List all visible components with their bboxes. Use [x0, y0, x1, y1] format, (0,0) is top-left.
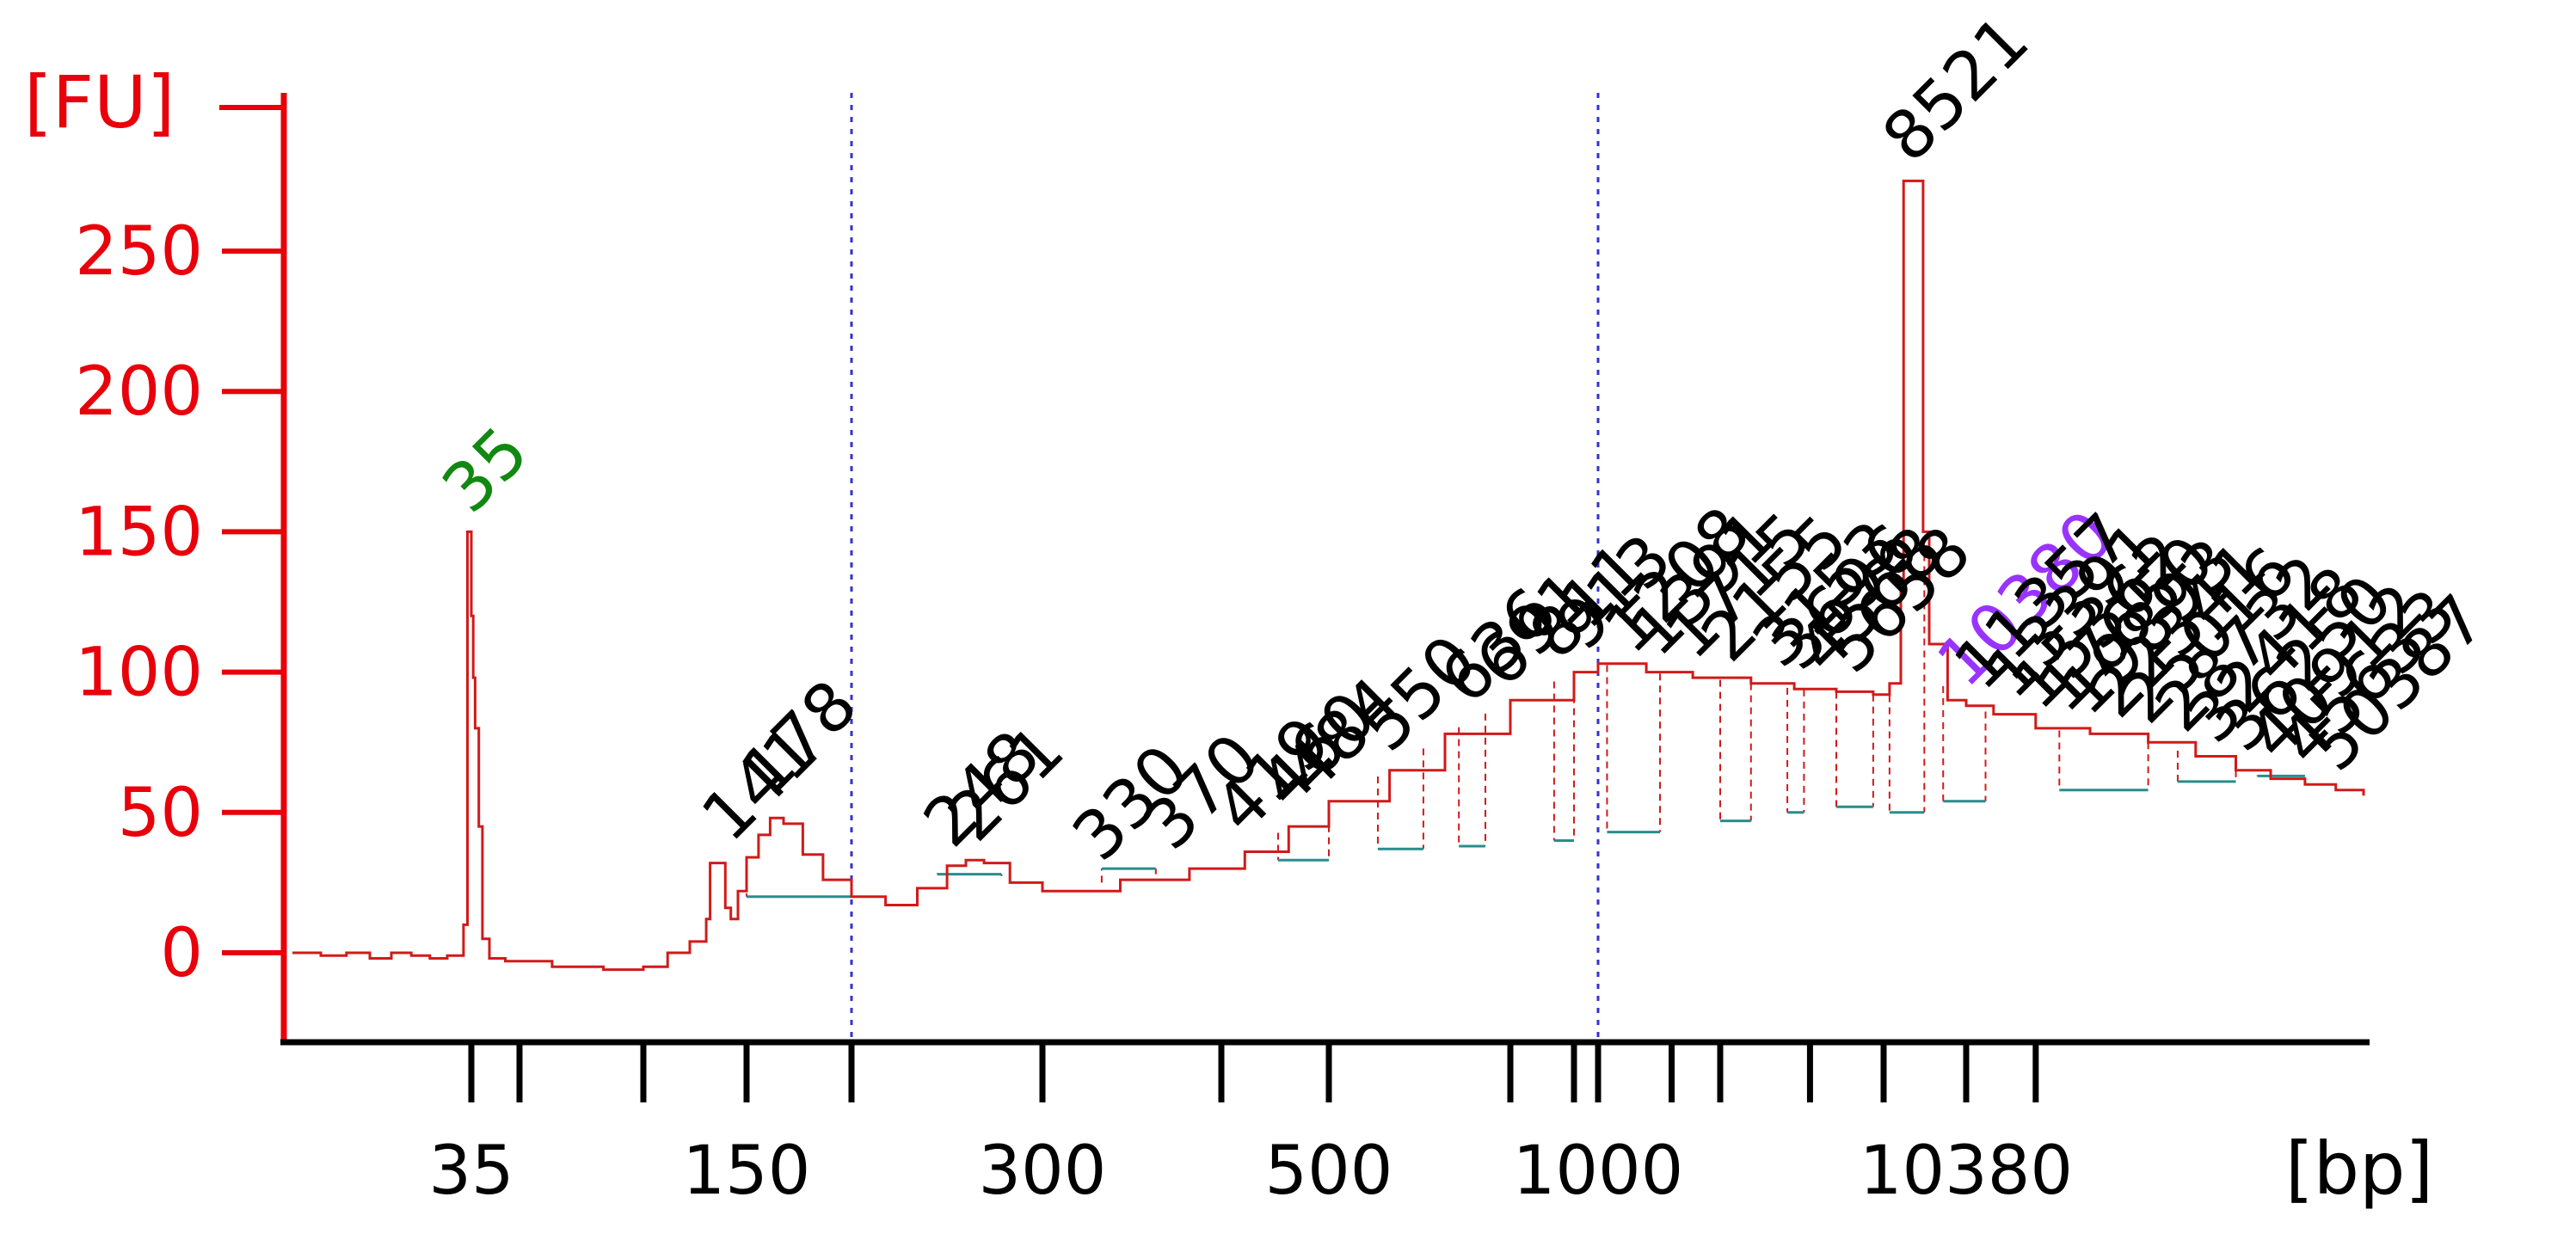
- trace-layer: [292, 179, 2365, 972]
- trace-series-line: [292, 179, 2365, 972]
- x-tick-label: 35: [428, 1133, 513, 1210]
- y-tick-label: 150: [75, 494, 203, 571]
- region-guides: [850, 93, 1600, 1042]
- y-tick-label: 250: [75, 213, 203, 291]
- x-axis-unit-label: [bp]: [2285, 1126, 2433, 1211]
- x-ticks: 35 150 300 500 1000 10380: [428, 1042, 2073, 1210]
- y-tick-label: 200: [75, 353, 203, 431]
- peak-label: 8521: [1868, 2, 2044, 177]
- y-tick-label: 50: [118, 775, 203, 852]
- axes: [FU] [bp]: [24, 60, 2433, 1211]
- x-tick-label: 300: [979, 1133, 1107, 1210]
- y-ticks: 0 50 100 150 200 250: [75, 213, 284, 992]
- y-tick-label: 100: [75, 635, 203, 712]
- x-tick-label: 150: [683, 1133, 811, 1210]
- y-axis-unit-label: [FU]: [24, 60, 175, 144]
- regions-layer: [746, 554, 2306, 899]
- x-tick-label: 10380: [1860, 1133, 2073, 1210]
- y-tick-label: 0: [160, 915, 203, 992]
- x-tick-label: 1000: [1513, 1133, 1684, 1210]
- x-tick-label: 500: [1265, 1133, 1393, 1210]
- peak-label: 35: [428, 413, 544, 528]
